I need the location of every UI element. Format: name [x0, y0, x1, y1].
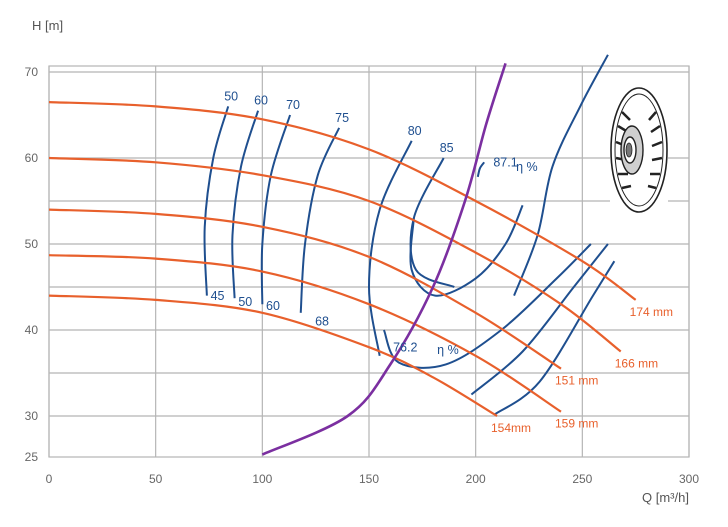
efficiency-value-label: 45 [211, 289, 225, 303]
impeller-curve [48, 101, 637, 301]
x-tick-label: 200 [466, 472, 486, 486]
y-axis-title: H [m] [32, 18, 64, 33]
x-tick-label: 150 [359, 472, 379, 486]
efficiency-lines [203, 54, 616, 416]
efficiency-label: 85 [440, 141, 454, 155]
y-tick-label: 60 [25, 151, 39, 165]
x-tick-label: 50 [149, 472, 163, 486]
impeller-curve-label: 154mm [491, 421, 531, 435]
efficiency-line [513, 54, 609, 296]
impeller-curves [48, 101, 637, 417]
y-tick-label: 40 [25, 323, 39, 337]
curve-labels: 50 60 70 75 80 85 174 mm 166 mm 151 mm 159 mm 154m… [211, 89, 673, 435]
x-tick-label: 100 [252, 472, 272, 486]
efficiency-line [470, 243, 609, 396]
efficiency-value-label: 68 [315, 315, 329, 329]
efficiency-line [260, 114, 292, 305]
impeller-curve-label: 159 mm [555, 417, 598, 431]
efficiency-label: 70 [286, 98, 300, 112]
x-tick-label: 300 [679, 472, 699, 486]
efficiency-line [476, 161, 486, 178]
x-tick-label: 250 [572, 472, 592, 486]
efficiency-label: 75 [335, 111, 349, 125]
efficiency-value-label: 76.2 [393, 341, 417, 355]
y-tick-label: 70 [25, 65, 39, 79]
impeller-curve-label: 166 mm [615, 357, 658, 371]
system-curve [261, 63, 507, 456]
efficiency-line [299, 127, 341, 313]
x-axis-title: Q [m³/h] [642, 490, 689, 505]
impeller-curve [48, 156, 622, 353]
impeller-curve [48, 208, 562, 370]
y-tick-label: 50 [25, 237, 39, 251]
impeller-image [610, 86, 668, 213]
y-tick-label: 25 [25, 450, 39, 464]
efficiency-value-label: 60 [266, 299, 280, 313]
impeller-curve-label: 151 mm [555, 374, 598, 388]
efficiency-label: 60 [254, 94, 268, 108]
efficiency-line [203, 106, 230, 296]
efficiency-line [367, 140, 413, 356]
efficiency-line [382, 243, 592, 369]
efficiency-label: 50 [224, 89, 238, 103]
x-tick-label: 0 [46, 472, 53, 486]
efficiency-value-label: 50 [238, 295, 252, 309]
efficiency-value-label: 87.1 [493, 156, 517, 170]
efficiency-value-label: η % [516, 160, 538, 174]
tick-labels: 0 50 100 150 200 250 300 25 30 40 50 60 70 [25, 65, 700, 486]
system-curve-layer [261, 63, 507, 456]
impeller-curve [48, 254, 562, 413]
efficiency-value-label: η % [437, 343, 459, 357]
impeller-curve-label: 174 mm [630, 305, 673, 319]
impeller-curve [48, 294, 498, 417]
y-tick-label: 30 [25, 409, 39, 423]
efficiency-line [231, 110, 260, 299]
efficiency-label: 80 [408, 124, 422, 138]
efficiency-line [494, 260, 616, 416]
efficiency-line [409, 204, 524, 297]
